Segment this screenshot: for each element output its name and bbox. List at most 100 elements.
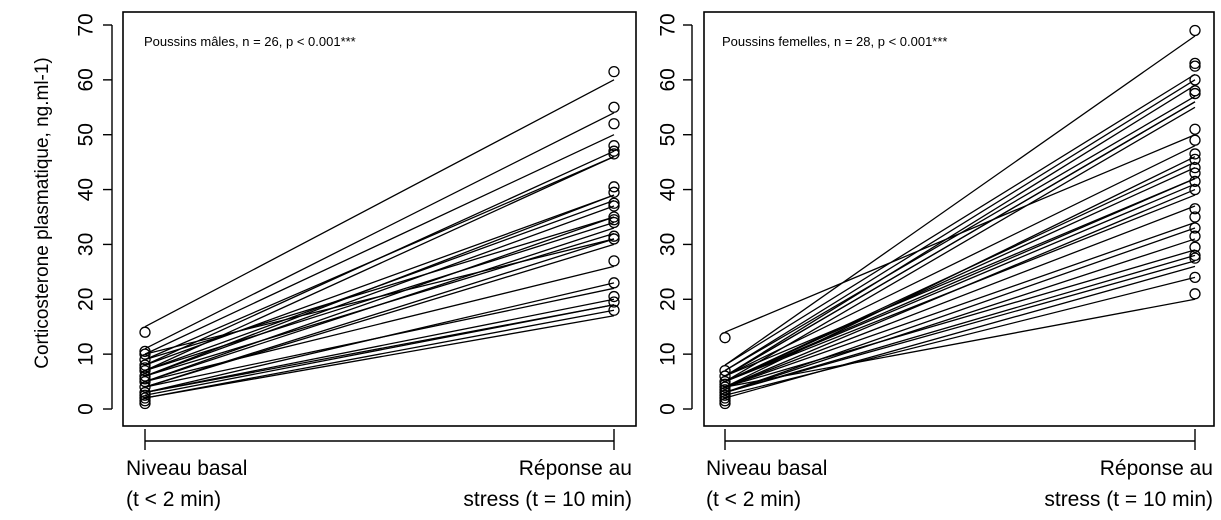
- basal-point: [719, 389, 731, 401]
- basal-point: [719, 378, 731, 390]
- basal-point: [139, 397, 151, 410]
- y-axis: 0 10 20 30 40 50 60 70: [75, 13, 113, 415]
- paired-line: [724, 249, 1196, 388]
- x-tick-label: (t < 2 min): [706, 488, 801, 511]
- stress-point: [608, 118, 620, 130]
- basal-point: [139, 345, 151, 358]
- y-tick-label: 30: [657, 233, 680, 256]
- y-tick-label: 30: [75, 233, 98, 256]
- paired-line: [144, 265, 615, 383]
- stress-point: [608, 197, 620, 209]
- stress-point: [1189, 74, 1201, 86]
- y-tick-label: 40: [75, 178, 98, 201]
- x-tick-label: Réponse au: [1100, 457, 1213, 480]
- panel-annotation: Poussins femelles, n = 28, p < 0.001***: [722, 34, 947, 49]
- x-axis: Niveau basal (t < 2 min) Réponse au stress …: [706, 429, 1213, 511]
- basal-point: [719, 386, 731, 399]
- paired-line: [724, 79, 1196, 372]
- y-tick-label: 50: [657, 123, 680, 146]
- paired-line: [724, 238, 1196, 394]
- stress-point: [1189, 249, 1201, 262]
- y-tick-label: 70: [657, 13, 680, 36]
- panel-annotation: Poussins mâles, n = 26, p < 0.001***: [144, 34, 356, 49]
- basal-point: [139, 370, 151, 382]
- stress-point: [1189, 241, 1201, 253]
- paired-line: [144, 216, 615, 383]
- basal-point: [139, 381, 151, 393]
- basal-point: [719, 370, 731, 382]
- stress-point: [608, 233, 620, 245]
- plot-frame: [122, 11, 637, 427]
- paired-line: [144, 112, 615, 350]
- y-tick-label: 0: [657, 403, 680, 415]
- stress-point: [608, 214, 620, 226]
- stress-point: [1189, 161, 1201, 174]
- x-axis: Niveau basal (t < 2 min) Réponse au stress …: [126, 429, 632, 511]
- y-tick-label: 10: [657, 342, 680, 365]
- basal-point: [139, 362, 151, 374]
- basal-point: [139, 353, 151, 366]
- stress-point: [608, 186, 620, 198]
- stress-point: [608, 255, 620, 267]
- paired-line: [144, 205, 615, 377]
- stress-point: [1189, 288, 1201, 300]
- stress-point: [1189, 271, 1201, 283]
- stress-point: [1189, 175, 1201, 187]
- y-tick-label: 60: [657, 68, 680, 91]
- paired-line: [724, 260, 1196, 394]
- x-tick-label: stress (t = 10 min): [1044, 488, 1213, 511]
- series-lines: [724, 35, 1196, 399]
- y-tick-label: 40: [657, 178, 680, 201]
- basal-point: [719, 397, 731, 410]
- stress-point: [608, 216, 620, 229]
- stress-point: [1189, 57, 1201, 70]
- stress-point: [1189, 183, 1201, 196]
- paired-line: [724, 276, 1196, 396]
- paired-line: [144, 79, 615, 328]
- stress-point: [608, 211, 620, 223]
- paired-line: [724, 178, 1196, 377]
- data-points: [719, 24, 1201, 410]
- paired-line: [724, 35, 1196, 366]
- basal-point: [139, 395, 151, 407]
- stress-point: [608, 290, 620, 303]
- paired-line: [724, 227, 1196, 394]
- stress-point: [1189, 134, 1201, 146]
- paired-line: [724, 205, 1196, 388]
- x-tick-label: Niveau basal: [126, 457, 247, 480]
- stress-point: [1189, 87, 1201, 100]
- basal-point: [719, 364, 731, 377]
- y-tick-label: 20: [657, 288, 680, 311]
- stress-point: [1189, 230, 1201, 242]
- y-tick-label: 10: [75, 342, 98, 365]
- paired-line: [724, 73, 1196, 366]
- x-tick-label: (t < 2 min): [126, 488, 221, 511]
- stress-point: [608, 101, 620, 113]
- y-axis: 0 10 20 30 40 50 60 70: [657, 13, 693, 415]
- x-tick-label: Réponse au: [519, 457, 632, 480]
- basal-point: [139, 373, 151, 385]
- stress-point: [1189, 123, 1201, 135]
- paired-line: [144, 315, 615, 399]
- stress-point: [608, 296, 620, 308]
- stress-point: [1189, 222, 1201, 234]
- paired-line: [144, 298, 615, 394]
- stress-point: [608, 304, 620, 316]
- basal-point: [139, 392, 151, 404]
- paired-line: [724, 106, 1196, 383]
- basal-point: [719, 332, 731, 344]
- paired-line: [724, 101, 1196, 377]
- paired-line: [144, 243, 615, 388]
- stress-point: [608, 140, 620, 152]
- stress-point: [608, 148, 620, 160]
- stress-point: [1189, 60, 1201, 72]
- stress-point: [608, 145, 620, 157]
- paired-line: [144, 304, 615, 396]
- paired-line: [724, 254, 1196, 394]
- y-tick-label: 20: [75, 288, 98, 311]
- stress-point: [1189, 24, 1201, 37]
- stress-point: [608, 230, 620, 242]
- panel-males: Poussins mâles, n = 26, p < 0.001*** 0 10…: [75, 11, 637, 511]
- paired-line: [144, 150, 615, 366]
- data-points: [139, 65, 620, 410]
